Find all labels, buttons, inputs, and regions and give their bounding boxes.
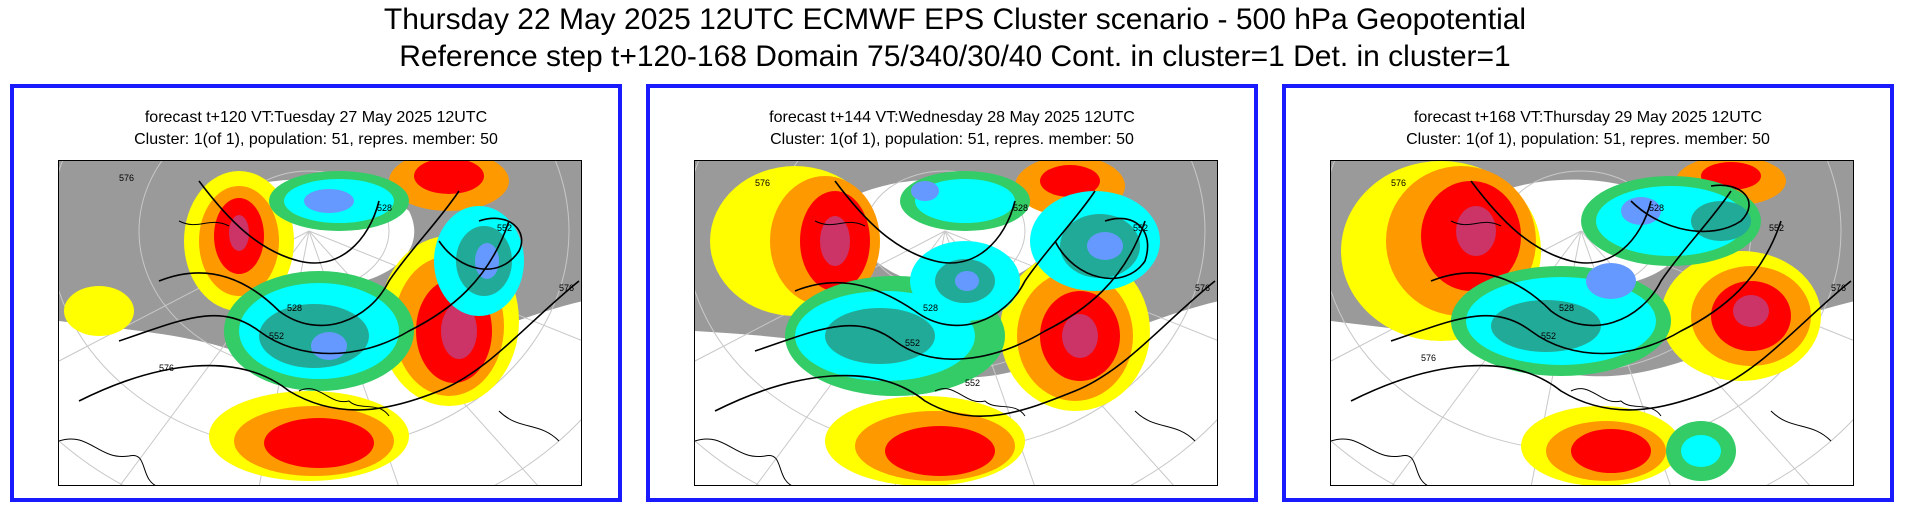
geopotential-map: 576 552 528 576 552 528 576 [58, 160, 582, 486]
anomaly-positive [64, 161, 519, 481]
panel-cluster-label: Cluster: 1(of 1), population: 51, repres… [1406, 131, 1770, 148]
contour-label: 576 [1391, 178, 1406, 188]
contour-label: 528 [377, 203, 392, 213]
anomaly-negative [224, 171, 524, 391]
panel-forecast-label: forecast t+144 VT:Wednesday 28 May 2025 … [769, 109, 1135, 126]
geopotential-map: 576 552 528 576 552 528 576 [1330, 160, 1854, 486]
map-graphic: 576 552 528 576 552 528 576 [59, 161, 581, 485]
page-title: Thursday 22 May 2025 12UTC ECMWF EPS Clu… [383, 3, 1527, 36]
contour-labels: 576 552 528 576 552 528 552 [755, 178, 1210, 388]
contour-label: 528 [1649, 203, 1664, 213]
anomaly-negative [1451, 176, 1761, 481]
coastlines [1331, 220, 1832, 485]
contour-label: 576 [1421, 353, 1436, 363]
panel-forecast-label: forecast t+120 VT:Tuesday 27 May 2025 12… [144, 109, 488, 126]
contour-label: 552 [1541, 331, 1556, 341]
panel-cluster-label: Cluster: 1(of 1), population: 51, repres… [134, 131, 498, 148]
contour-label: 552 [497, 223, 512, 233]
contour-label: 552 [269, 331, 284, 341]
contour-label: 528 [1013, 203, 1028, 213]
contour-label: 576 [119, 173, 134, 183]
contour-label: 576 [755, 178, 770, 188]
contour-label: 528 [1559, 303, 1574, 313]
contour-label: 552 [1769, 223, 1784, 233]
panel-cluster-label: Cluster: 1(of 1), population: 51, repres… [770, 131, 1134, 148]
coastlines [59, 220, 560, 485]
page-subtitle: Reference step t+120-168 Domain 75/340/3… [399, 40, 1511, 73]
geopotential-map: 576 552 528 576 552 528 552 [694, 160, 1218, 486]
coastlines [695, 220, 1196, 485]
contour-labels: 576 552 528 576 552 528 576 [119, 173, 574, 373]
geopotential-contours [78, 180, 580, 411]
contour-label: 528 [923, 303, 938, 313]
contour-label: 576 [1195, 283, 1210, 293]
geopotential-contours [714, 180, 1216, 418]
geopotential-contours [1350, 180, 1852, 411]
contour-label: 552 [965, 378, 980, 388]
contour-label: 552 [1133, 223, 1148, 233]
forecast-panel-t120: forecast t+120 VT:Tuesday 27 May 2025 12… [10, 84, 622, 502]
forecast-panel-t144: forecast t+144 VT:Wednesday 28 May 2025 … [646, 84, 1258, 502]
contour-label: 576 [159, 363, 174, 373]
contour-label: 576 [1831, 283, 1846, 293]
anomaly-positive [710, 161, 1150, 485]
contour-label: 528 [287, 303, 302, 313]
contour-label: 552 [905, 338, 920, 348]
contour-labels: 576 552 528 576 552 528 576 [1391, 178, 1846, 363]
map-graphic: 576 552 528 576 552 528 552 [695, 161, 1217, 485]
map-graphic: 576 552 528 576 552 528 576 [1331, 161, 1853, 485]
panel-forecast-label: forecast t+168 VT:Thursday 29 May 2025 1… [1413, 109, 1763, 126]
contour-label: 576 [559, 283, 574, 293]
forecast-panel-t168: forecast t+168 VT:Thursday 29 May 2025 1… [1282, 84, 1894, 502]
